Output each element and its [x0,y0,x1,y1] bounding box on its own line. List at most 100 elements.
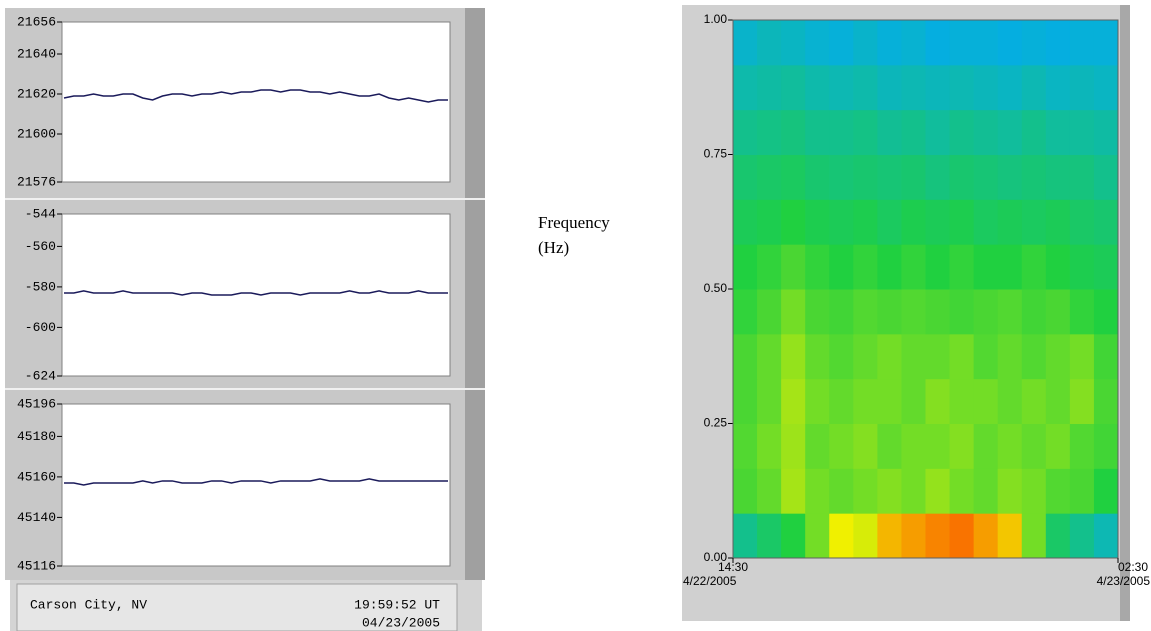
y-tick-label: 45180 [17,429,56,444]
y-tick-label: 21640 [17,46,56,61]
heat-cell [877,333,902,380]
heat-cell [973,64,999,111]
heat-cell [997,64,1023,111]
heat-cell [877,109,902,155]
heat-cell [733,378,758,424]
heat-cell [1021,423,1047,469]
heat-cell [1069,109,1095,155]
heat-cell [1093,20,1119,66]
heat-cell [1069,468,1095,514]
y-tick-label: -544 [25,206,56,221]
y-tick-label: 45140 [17,510,56,525]
heat-cell [1093,289,1119,335]
heat-cell [1045,109,1071,155]
heat-cell [997,513,1023,559]
heat-cell [997,154,1023,200]
y-tick-label: -560 [25,239,56,254]
heat-cell [901,468,926,514]
heat-cell [949,109,975,155]
heat-cell [757,199,782,245]
heat-cell [781,333,806,380]
heat-cell [925,289,951,335]
heat-cell [877,468,902,514]
heat-cell [1045,199,1071,245]
heat-cell [1093,513,1119,559]
data-line [64,290,448,296]
heat-cell [925,199,951,245]
heat-cell [757,64,782,111]
heat-cell [733,289,758,335]
x-tick-date: 4/23/2005 [1097,574,1151,588]
heat-cell [1045,513,1071,559]
heat-cell [1069,64,1095,111]
heat-cell [1069,199,1095,245]
heat-cell [1021,289,1047,335]
heat-cell [973,154,999,200]
heat-cell [1021,244,1047,290]
y-tick-label: -624 [25,368,56,383]
heat-cell [757,109,782,155]
heat-cell [733,154,758,200]
heat-cell [997,244,1023,290]
heat-cell [1045,64,1071,111]
heat-cell [901,244,926,290]
heat-cell [1021,20,1047,66]
heat-cell [925,20,951,66]
heat-cell [901,109,926,155]
heat-cell [829,333,854,380]
heat-cell [805,244,830,290]
heat-cell [925,109,951,155]
heat-cell [805,20,830,66]
heat-cell [1045,378,1071,424]
heat-cell [805,289,830,335]
heat-cell [733,64,758,111]
heat-cell [1021,64,1047,111]
heat-cell [949,423,975,469]
heat-cell [853,154,878,200]
heat-cell [1069,333,1095,380]
heat-cell [925,244,951,290]
y-tick-label: -600 [25,320,56,335]
heat-cell [997,378,1023,424]
heat-cell [901,154,926,200]
heat-cell [1093,109,1119,155]
heat-cell [733,244,758,290]
heat-cell [925,513,951,559]
heat-cell [973,468,999,514]
data-line [63,89,448,103]
heat-cell [781,64,806,111]
heat-cell [997,333,1023,380]
heat-cell [949,20,975,66]
heat-cell [853,244,878,290]
heat-cell [901,20,926,66]
heat-cell [1069,423,1095,469]
heat-cell [757,333,782,380]
y-tick-label: 21620 [17,86,56,101]
heat-cell [901,378,926,424]
heat-cell [877,154,902,200]
heat-cell [829,244,854,290]
heat-cell [1069,378,1095,424]
heat-cell [1069,513,1095,559]
y-tick-label: 21576 [17,174,56,189]
heat-cell [853,378,878,424]
heat-cell [901,423,926,469]
heat-cell [805,64,830,111]
heat-cell [1093,199,1119,245]
heat-cell [781,513,806,559]
heat-cell [805,199,830,245]
plot-area [61,403,451,567]
heat-cell [877,513,902,559]
y-tick-label: -580 [25,279,56,294]
y-tick-label: 1.00 [704,12,728,26]
heat-cell [853,289,878,335]
heat-cell [805,378,830,424]
y-tick-label: 0.25 [704,416,728,430]
heat-cell [853,64,878,111]
heat-cell [1021,154,1047,200]
heat-cell [949,513,975,559]
heat-cell [949,154,975,200]
heat-cell [925,154,951,200]
